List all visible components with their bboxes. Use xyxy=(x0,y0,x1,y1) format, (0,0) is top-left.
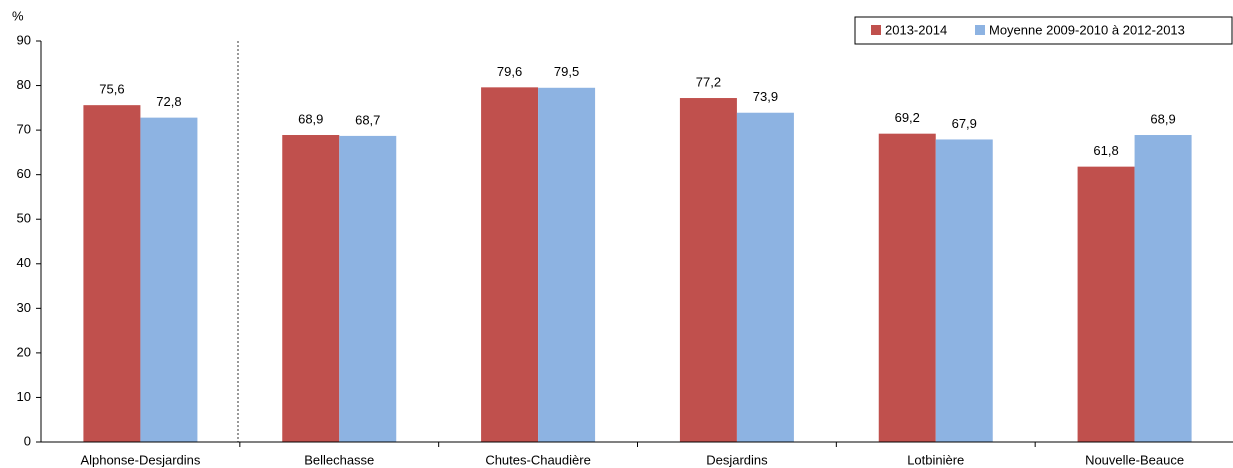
y-tick-label: 60 xyxy=(17,166,31,181)
legend-label: Moyenne 2009-2010 à 2012-2013 xyxy=(989,22,1185,37)
y-axis-label: % xyxy=(12,8,24,23)
y-tick-label: 0 xyxy=(24,433,31,448)
value-label: 72,8 xyxy=(156,94,181,109)
x-tick-label: Desjardins xyxy=(706,452,768,467)
bar xyxy=(736,112,794,443)
x-tick-label: Alphonse-Desjardins xyxy=(80,452,200,467)
bar xyxy=(339,135,397,443)
value-label: 77,2 xyxy=(696,74,721,89)
x-tick-label: Bellechasse xyxy=(304,452,374,467)
y-tick-label: 10 xyxy=(17,389,31,404)
bar xyxy=(538,87,596,443)
legend-label: 2013-2014 xyxy=(885,22,947,37)
value-label: 68,7 xyxy=(355,112,380,127)
y-tick-label: 30 xyxy=(17,300,31,315)
y-tick-label: 80 xyxy=(17,77,31,92)
bar xyxy=(83,105,141,442)
value-label: 73,9 xyxy=(753,89,778,104)
bar xyxy=(1134,135,1192,443)
x-tick-label: Chutes-Chaudière xyxy=(485,452,591,467)
bar xyxy=(481,87,539,443)
bar xyxy=(140,117,198,442)
y-tick-label: 90 xyxy=(17,32,31,47)
value-label: 75,6 xyxy=(99,82,124,97)
bar xyxy=(282,135,340,443)
value-label: 61,8 xyxy=(1093,143,1118,158)
value-label: 68,9 xyxy=(1150,111,1175,126)
x-tick-label: Nouvelle-Beauce xyxy=(1085,452,1184,467)
y-tick-label: 20 xyxy=(17,344,31,359)
value-label: 79,5 xyxy=(554,64,579,79)
value-label: 69,2 xyxy=(895,110,920,125)
legend-swatch xyxy=(975,25,985,35)
value-label: 67,9 xyxy=(952,116,977,131)
bar xyxy=(679,98,737,442)
legend-box xyxy=(854,16,1233,45)
bar xyxy=(935,139,993,442)
value-label: 68,9 xyxy=(298,111,323,126)
legend-swatch xyxy=(871,25,881,35)
bar xyxy=(1077,166,1135,442)
bar xyxy=(878,133,936,443)
y-tick-label: 70 xyxy=(17,122,31,137)
value-label: 79,6 xyxy=(497,64,522,79)
x-tick-label: Lotbinière xyxy=(907,452,964,467)
y-tick-label: 50 xyxy=(17,211,31,226)
y-tick-label: 40 xyxy=(17,255,31,270)
